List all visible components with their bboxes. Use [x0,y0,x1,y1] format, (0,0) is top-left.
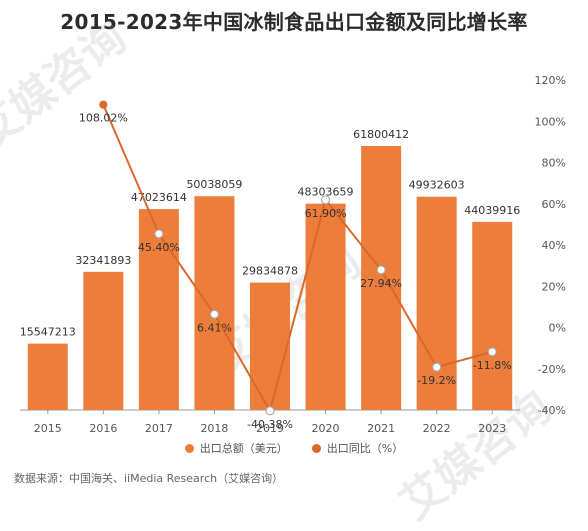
growth-point [432,362,442,372]
growth-line [102,104,493,414]
page-title: 2015-2023年中国冰制食品出口金额及同比增长率 [60,10,528,34]
bar-value-label: 61800412 [353,128,409,141]
x-tick-label: 2018 [200,422,228,435]
x-tick-label: 2016 [89,422,117,435]
bar-value-label: 48303659 [298,186,354,199]
bar [472,221,513,410]
growth-point [154,229,164,239]
legend: 出口总额（美元） 出口同比（%） [0,440,588,456]
bar-value-label: 29834878 [242,265,298,278]
chart: 120% 100% 80% 60% 40% 20% 0% -20% -40% 15547213 20… [20,74,566,435]
legend-item-line[interactable]: 出口同比（%） [311,440,404,456]
x-tick-label: 2015 [34,422,62,435]
growth-value-label: -11.8% [473,359,512,372]
legend-line-label: 出口同比（%） [326,442,404,455]
growth-value-label: 61.90% [305,207,347,220]
x-tick-label: 2020 [312,422,340,435]
bar [138,209,179,410]
y-right-tick-label: 0% [549,322,566,335]
bar-value-label: 44039916 [464,204,520,217]
growth-point [99,100,108,109]
growth-value-label: 108.02% [79,112,128,125]
growth-value-label: -40.38% [247,418,293,431]
x-tick-label: 2021 [367,422,395,435]
y-right-tick-label: 100% [535,115,566,128]
growth-point [376,265,386,275]
growth-value-label: 6.41% [197,321,232,334]
bar-value-label: 15547213 [20,326,76,339]
growth-point [265,406,275,416]
growth-value-label: -19.2% [417,374,456,387]
x-tick-label: 2017 [145,422,173,435]
growth-point [209,309,220,319]
bar-value-label: 49932603 [409,179,465,192]
bar [194,196,235,410]
y-right-tick-label: 40% [542,239,566,252]
legend-bar-label: 出口总额（美元） [199,442,288,455]
bar-value-label: 32341893 [75,254,131,267]
legend-bar-swatch [184,443,194,453]
bar [416,196,457,410]
bar-value-label: 50038059 [186,178,242,191]
source-note: 数据来源：中国海关、iiMedia Research（艾媒咨询） [14,472,284,485]
bar [361,146,402,410]
y-right-tick-label: -20% [538,363,566,376]
growth-point [487,347,497,357]
y-right-tick-label: -40% [538,404,566,417]
x-tick-label: 2022 [423,422,451,435]
bar [250,282,290,410]
y-right-tick-label: 120% [535,74,566,87]
growth-value-label: 45.40% [138,241,180,254]
growth-point [320,195,331,205]
x-tick-label: 2019 [256,422,284,435]
y-right-tick-label: 60% [542,198,566,211]
bar [305,203,346,410]
y-right-tick-label: 80% [542,157,566,170]
growth-value-label: 27.94% [360,277,402,290]
bar [27,343,68,410]
x-tick-label: 2023 [478,422,506,435]
bar-value-label: 47023614 [131,191,187,204]
legend-line-swatch [311,443,321,453]
y-right-tick-label: 20% [542,280,566,293]
legend-item-bar[interactable]: 出口总额（美元） [184,440,288,456]
bar [83,271,124,410]
